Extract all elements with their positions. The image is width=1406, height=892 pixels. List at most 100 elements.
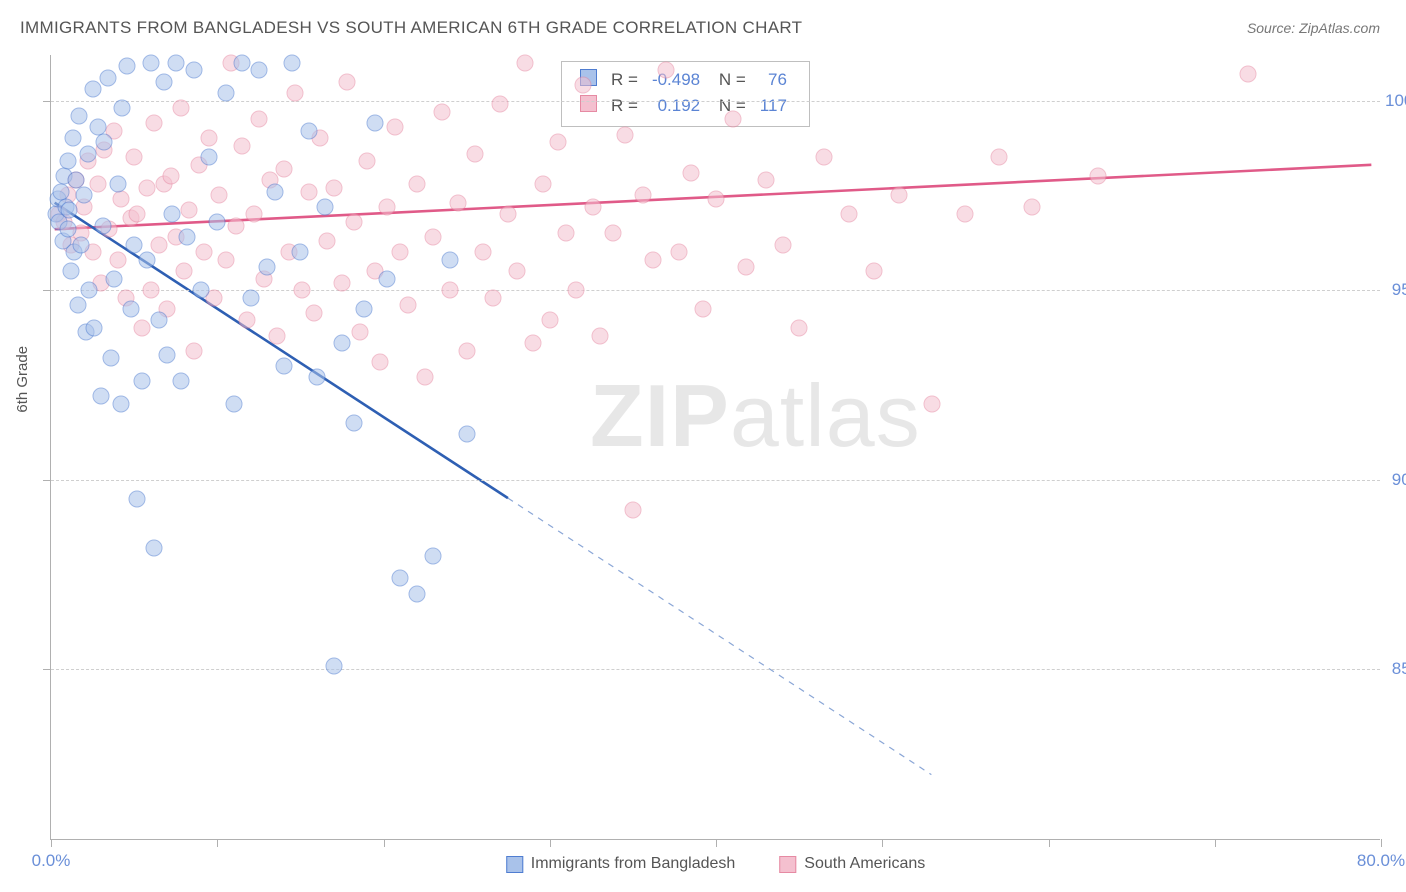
marker-pink bbox=[185, 342, 202, 359]
marker-blue bbox=[392, 570, 409, 587]
marker-blue bbox=[185, 62, 202, 79]
marker-blue bbox=[106, 270, 123, 287]
marker-blue bbox=[76, 187, 93, 204]
marker-pink bbox=[345, 213, 362, 230]
marker-blue bbox=[355, 301, 372, 318]
marker-blue bbox=[86, 320, 103, 337]
marker-pink bbox=[774, 236, 791, 253]
marker-blue bbox=[69, 297, 86, 314]
marker-pink bbox=[841, 206, 858, 223]
marker-pink bbox=[591, 327, 608, 344]
marker-blue bbox=[126, 236, 143, 253]
marker-blue bbox=[300, 122, 317, 139]
marker-blue bbox=[59, 153, 76, 170]
marker-blue bbox=[71, 107, 88, 124]
marker-pink bbox=[195, 244, 212, 261]
marker-pink bbox=[129, 206, 146, 223]
marker-blue bbox=[172, 373, 189, 390]
marker-blue bbox=[119, 58, 136, 75]
marker-pink bbox=[378, 198, 395, 215]
marker-pink bbox=[616, 126, 633, 143]
marker-pink bbox=[890, 187, 907, 204]
marker-blue bbox=[367, 115, 384, 132]
marker-pink bbox=[387, 119, 404, 136]
marker-pink bbox=[558, 225, 575, 242]
marker-pink bbox=[172, 100, 189, 117]
marker-pink bbox=[568, 282, 585, 299]
marker-pink bbox=[234, 138, 251, 155]
trend-lines bbox=[51, 55, 1380, 839]
marker-pink bbox=[227, 217, 244, 234]
marker-pink bbox=[333, 274, 350, 291]
chart-title: IMMIGRANTS FROM BANGLADESH VS SOUTH AMER… bbox=[20, 18, 802, 38]
marker-pink bbox=[924, 395, 941, 412]
marker-blue bbox=[92, 388, 109, 405]
marker-blue bbox=[112, 395, 129, 412]
marker-pink bbox=[210, 187, 227, 204]
marker-pink bbox=[525, 335, 542, 352]
marker-blue bbox=[146, 539, 163, 556]
marker-blue bbox=[109, 175, 126, 192]
marker-pink bbox=[134, 320, 151, 337]
marker-blue bbox=[79, 145, 96, 162]
marker-pink bbox=[990, 149, 1007, 166]
marker-pink bbox=[109, 251, 126, 268]
marker-blue bbox=[129, 490, 146, 507]
marker-blue bbox=[142, 54, 159, 71]
legend-item-blue: Immigrants from Bangladesh bbox=[506, 855, 736, 873]
marker-pink bbox=[151, 236, 168, 253]
marker-pink bbox=[245, 206, 262, 223]
marker-blue bbox=[284, 54, 301, 71]
marker-pink bbox=[708, 191, 725, 208]
source-label: Source: ZipAtlas.com bbox=[1247, 20, 1380, 36]
marker-blue bbox=[114, 100, 131, 117]
watermark: ZIPatlas bbox=[590, 365, 921, 467]
marker-pink bbox=[724, 111, 741, 128]
marker-blue bbox=[378, 270, 395, 287]
marker-blue bbox=[81, 282, 98, 299]
swatch-blue bbox=[506, 856, 523, 873]
marker-pink bbox=[372, 354, 389, 371]
marker-pink bbox=[694, 301, 711, 318]
stats-legend: R =-0.498 N =76 R =0.192 N =117 bbox=[561, 61, 810, 127]
marker-pink bbox=[400, 297, 417, 314]
marker-pink bbox=[584, 198, 601, 215]
marker-pink bbox=[816, 149, 833, 166]
marker-pink bbox=[671, 244, 688, 261]
marker-blue bbox=[292, 244, 309, 261]
marker-blue bbox=[164, 206, 181, 223]
x-tick-label: 80.0% bbox=[1357, 851, 1405, 871]
marker-blue bbox=[192, 282, 209, 299]
marker-blue bbox=[62, 263, 79, 280]
marker-blue bbox=[167, 54, 184, 71]
marker-pink bbox=[475, 244, 492, 261]
marker-pink bbox=[126, 149, 143, 166]
marker-blue bbox=[325, 657, 342, 674]
marker-pink bbox=[392, 244, 409, 261]
marker-blue bbox=[61, 202, 78, 219]
y-tick-label: 95.0% bbox=[1385, 280, 1406, 300]
marker-pink bbox=[358, 153, 375, 170]
marker-pink bbox=[89, 175, 106, 192]
marker-pink bbox=[139, 179, 156, 196]
marker-pink bbox=[757, 172, 774, 189]
marker-pink bbox=[294, 282, 311, 299]
marker-blue bbox=[200, 149, 217, 166]
marker-pink bbox=[239, 312, 256, 329]
swatch-pink bbox=[580, 95, 597, 112]
marker-blue bbox=[159, 346, 176, 363]
marker-blue bbox=[139, 251, 156, 268]
marker-pink bbox=[142, 282, 159, 299]
legend-label: South Americans bbox=[804, 855, 925, 873]
marker-blue bbox=[408, 585, 425, 602]
marker-blue bbox=[234, 54, 251, 71]
marker-pink bbox=[791, 320, 808, 337]
y-tick-label: 100.0% bbox=[1385, 91, 1406, 111]
legend-bottom: Immigrants from Bangladesh South America… bbox=[506, 855, 925, 873]
swatch-pink bbox=[779, 856, 796, 873]
marker-blue bbox=[259, 259, 276, 276]
marker-pink bbox=[466, 145, 483, 162]
marker-pink bbox=[550, 134, 567, 151]
marker-blue bbox=[151, 312, 168, 329]
legend-item-pink: South Americans bbox=[779, 855, 925, 873]
